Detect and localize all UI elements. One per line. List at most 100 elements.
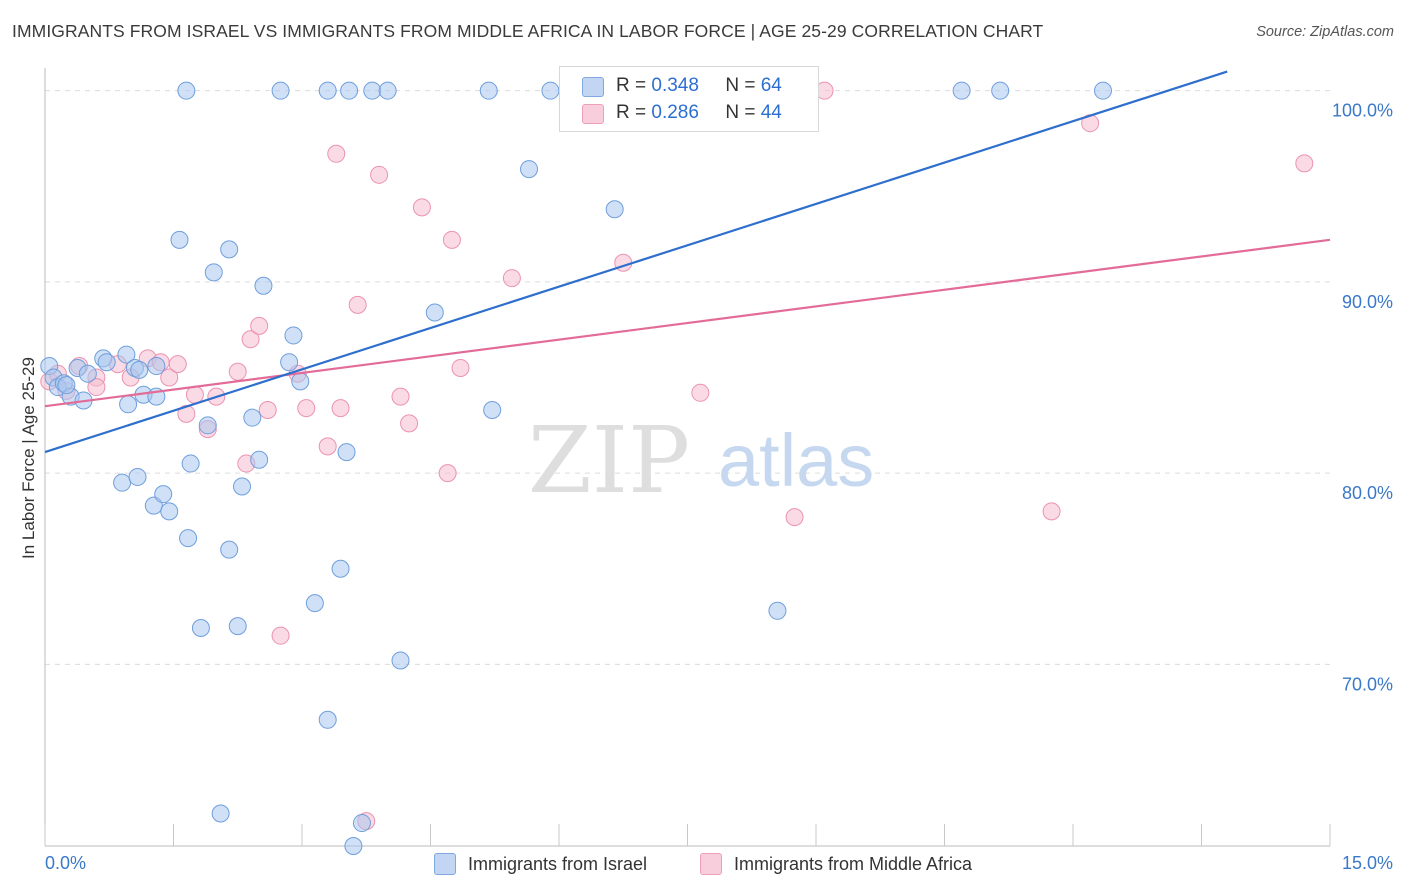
- point-israel: [605, 200, 624, 219]
- point-israel: [425, 303, 444, 322]
- point-israel: [250, 450, 269, 469]
- x-tick-label: 15.0%: [1342, 853, 1393, 873]
- watermark-atlas: atlas: [718, 419, 874, 502]
- y-tick-label: 100.0%: [1332, 101, 1393, 121]
- point-middle-africa: [785, 508, 804, 527]
- point-middle-africa: [442, 230, 461, 249]
- point-israel: [318, 81, 337, 100]
- point-israel: [228, 617, 247, 636]
- point-middle-africa: [318, 437, 337, 456]
- point-israel: [243, 408, 262, 427]
- point-israel: [113, 473, 132, 492]
- point-middle-africa: [297, 399, 316, 418]
- point-israel: [483, 401, 502, 420]
- axes: [44, 68, 1331, 847]
- point-israel: [479, 81, 498, 100]
- point-middle-africa: [327, 144, 346, 163]
- point-middle-africa: [250, 316, 269, 335]
- point-israel: [177, 81, 196, 100]
- point-israel: [337, 443, 356, 462]
- point-israel: [991, 81, 1010, 100]
- stats-legend: R = 0.348 N = 64 R = 0.286 N = 44: [559, 66, 819, 132]
- point-israel: [340, 81, 359, 100]
- point-israel: [254, 276, 273, 295]
- legend-row-israel: R = 0.348 N = 64: [582, 73, 782, 99]
- point-israel: [520, 160, 539, 179]
- point-middle-africa: [502, 269, 521, 288]
- point-middle-africa: [1042, 502, 1061, 521]
- point-middle-africa: [412, 198, 431, 217]
- series-israel: [40, 81, 1112, 855]
- israel-n-label: N =: [725, 75, 756, 96]
- legend-item-africa: Immigrants from Middle Africa: [700, 851, 972, 877]
- israel-r-value: 0.348: [651, 75, 699, 96]
- point-middle-africa: [168, 355, 187, 374]
- point-israel: [117, 345, 136, 364]
- point-israel: [220, 240, 239, 259]
- trend-line-israel: [44, 70, 1228, 454]
- point-israel: [179, 529, 198, 548]
- trend-line-middle-africa: [44, 238, 1331, 408]
- africa-r-label: R =: [616, 102, 647, 123]
- point-israel: [331, 559, 350, 578]
- point-middle-africa: [185, 385, 204, 404]
- point-middle-africa: [370, 165, 389, 184]
- israel-n-value: 64: [760, 75, 782, 96]
- legend-africa-label: Immigrants from Middle Africa: [734, 853, 973, 874]
- point-israel: [344, 837, 363, 855]
- point-israel: [119, 395, 138, 414]
- legend-item-israel: Immigrants from Israel: [434, 851, 647, 877]
- point-israel: [130, 360, 149, 379]
- point-middle-africa: [258, 401, 277, 420]
- point-israel: [128, 467, 147, 486]
- point-israel: [211, 804, 230, 823]
- point-israel: [204, 263, 223, 282]
- africa-n-label: N =: [725, 102, 756, 123]
- point-israel: [170, 230, 189, 249]
- legend-israel-swatch: [434, 853, 456, 875]
- legend-israel-label: Immigrants from Israel: [468, 853, 648, 874]
- point-middle-africa: [691, 383, 710, 402]
- point-middle-africa: [331, 399, 350, 418]
- point-israel: [291, 372, 310, 391]
- point-israel: [391, 651, 410, 670]
- y-axis-label: In Labor Force | Age 25-29: [19, 357, 38, 559]
- point-israel: [318, 710, 337, 729]
- point-middle-africa: [241, 330, 260, 349]
- source-credit: Source: ZipAtlas.com: [1256, 24, 1394, 40]
- point-middle-africa: [177, 404, 196, 423]
- point-israel: [952, 81, 971, 100]
- point-middle-africa: [87, 378, 106, 397]
- point-israel: [191, 619, 210, 638]
- israel-r-label: R =: [616, 75, 647, 96]
- point-israel: [271, 81, 290, 100]
- point-middle-africa: [271, 626, 290, 645]
- legend-row-africa: R = 0.286 N = 44: [582, 100, 782, 126]
- point-israel: [233, 477, 252, 496]
- y-tick-label: 70.0%: [1342, 674, 1393, 694]
- point-israel: [147, 357, 166, 376]
- chart-title: IMMIGRANTS FROM ISRAEL VS IMMIGRANTS FRO…: [12, 21, 1044, 41]
- legend-africa-swatch: [700, 853, 722, 875]
- watermark-zip: ZIP: [528, 407, 690, 514]
- africa-n-value: 44: [760, 102, 782, 123]
- point-israel: [280, 353, 299, 372]
- point-middle-africa: [1295, 154, 1314, 173]
- point-israel: [160, 502, 179, 521]
- point-israel: [378, 81, 397, 100]
- point-middle-africa: [438, 464, 457, 483]
- point-middle-africa: [348, 295, 367, 314]
- point-middle-africa: [400, 414, 419, 433]
- israel-swatch: [582, 77, 604, 97]
- point-israel: [768, 601, 787, 620]
- point-israel: [154, 485, 173, 504]
- point-israel: [198, 416, 217, 435]
- x-tick-label: 0.0%: [45, 853, 86, 873]
- point-israel: [78, 364, 97, 383]
- y-tick-label: 80.0%: [1342, 483, 1393, 503]
- point-israel: [1093, 81, 1112, 100]
- point-israel: [352, 814, 371, 833]
- point-israel: [363, 81, 382, 100]
- point-israel: [181, 454, 200, 473]
- tick-labels: 70.0% 80.0% 90.0% 100.0% 0.0% 15.0%: [45, 101, 1393, 873]
